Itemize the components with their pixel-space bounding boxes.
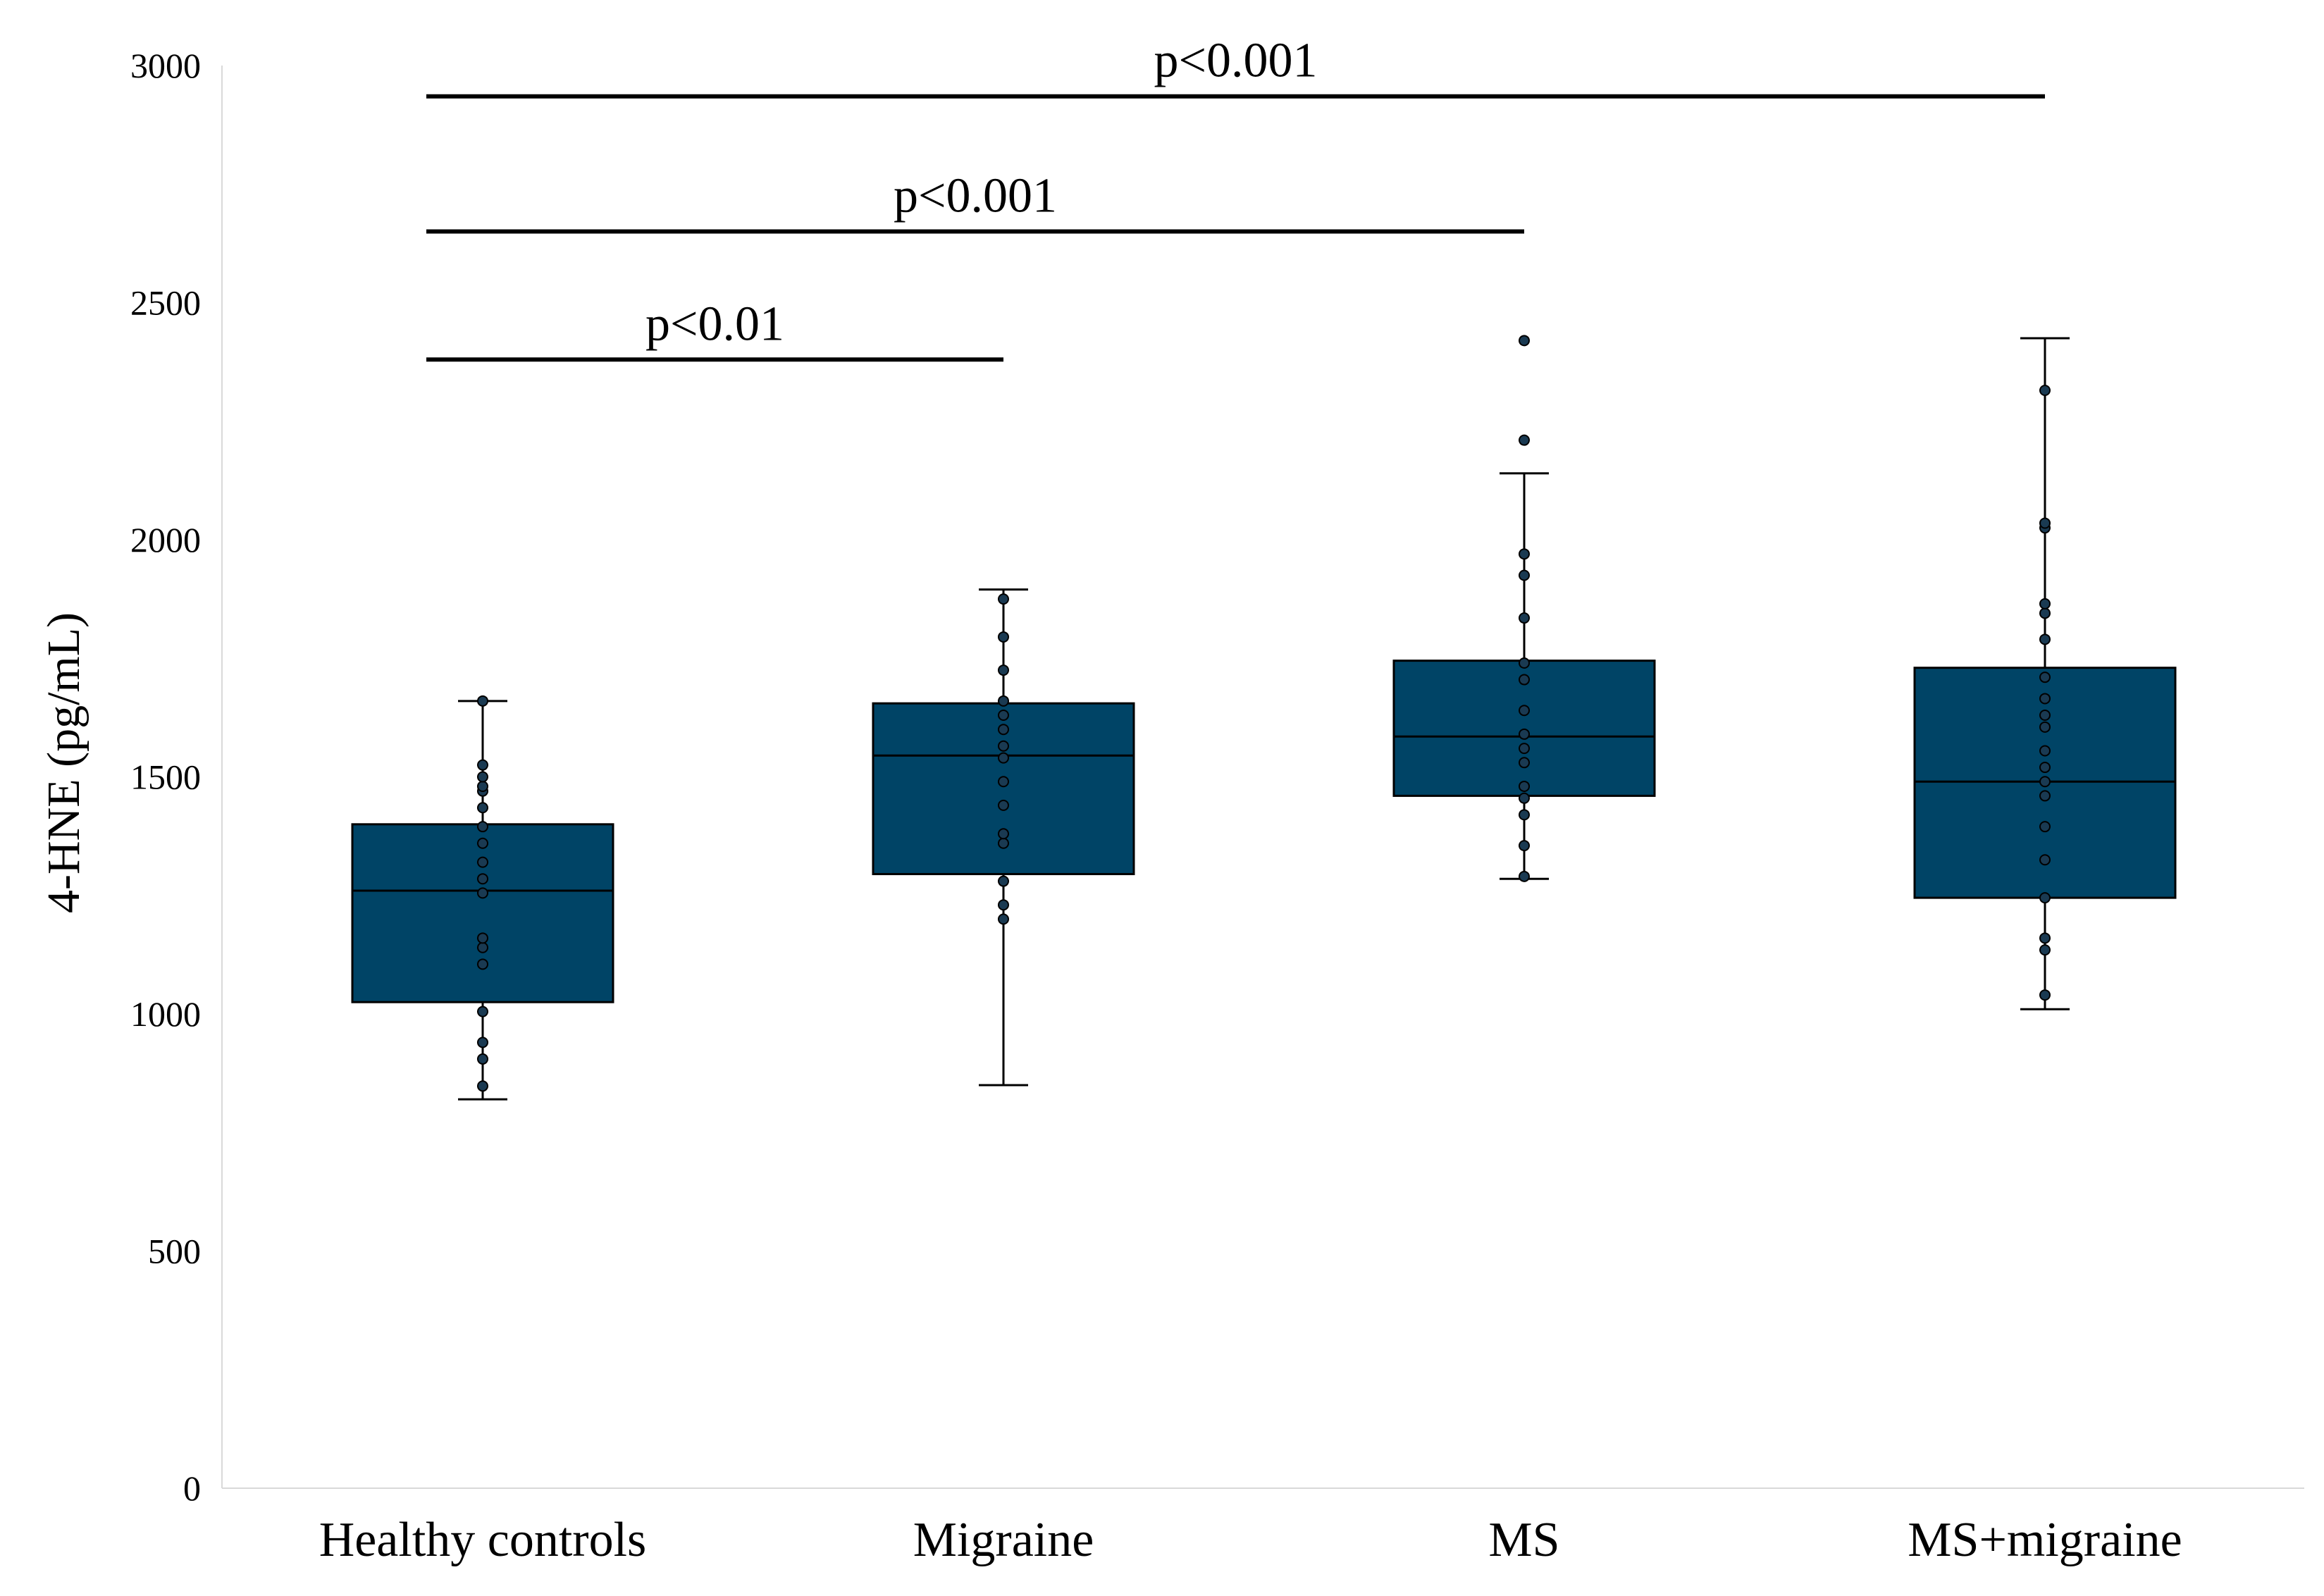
data-point <box>998 631 1009 643</box>
data-point <box>2039 932 2051 944</box>
data-point <box>998 710 1009 722</box>
data-point <box>1519 612 1530 624</box>
data-point <box>1519 780 1530 792</box>
data-point <box>477 1080 488 1092</box>
data-point <box>998 799 1009 811</box>
data-point <box>1519 728 1530 740</box>
data-point <box>2039 598 2051 610</box>
data-point <box>1519 809 1530 821</box>
data-point <box>2039 892 2051 904</box>
data-point <box>998 828 1009 840</box>
data-point <box>1519 757 1530 769</box>
y-tick-label: 0 <box>183 1468 201 1508</box>
data-point <box>477 759 488 771</box>
data-point <box>1519 743 1530 755</box>
significance-label: p<0.001 <box>894 169 1057 223</box>
data-point <box>2039 385 2051 397</box>
data-point <box>2039 633 2051 645</box>
data-point <box>2039 762 2051 774</box>
data-point <box>477 856 488 868</box>
data-point <box>2039 944 2051 956</box>
data-point <box>477 695 488 707</box>
data-point <box>477 1006 488 1017</box>
data-point <box>477 837 488 849</box>
y-tick-label: 3000 <box>130 46 201 85</box>
data-point <box>1519 705 1530 717</box>
x-category-label: Healthy controls <box>319 1513 647 1567</box>
y-tick-label: 2500 <box>130 283 201 323</box>
box-group <box>872 588 1135 1087</box>
data-point <box>477 1053 488 1065</box>
y-tick-label: 500 <box>148 1232 201 1271</box>
data-point <box>2039 672 2051 683</box>
data-point <box>1519 792 1530 804</box>
data-point <box>2039 607 2051 619</box>
data-point <box>1519 674 1530 686</box>
data-point <box>2039 776 2051 788</box>
box-group <box>1913 337 2177 1010</box>
data-point <box>998 776 1009 788</box>
box-group <box>1392 335 1656 882</box>
data-point <box>998 593 1009 605</box>
data-point <box>998 695 1009 707</box>
data-point <box>1519 569 1530 581</box>
data-point <box>998 724 1009 736</box>
data-point <box>1519 657 1530 669</box>
data-point <box>2039 721 2051 733</box>
data-point <box>998 740 1009 752</box>
data-point <box>2039 854 2051 866</box>
x-category-label: MS <box>1488 1513 1559 1567</box>
data-point <box>1519 335 1530 347</box>
data-point <box>477 887 488 899</box>
data-point <box>477 802 488 814</box>
data-point <box>2039 745 2051 757</box>
data-point <box>477 780 488 792</box>
significance-brackets: p<0.01 p<0.001 p<0.001 <box>426 34 2045 362</box>
data-point <box>998 913 1009 925</box>
box-iqr <box>351 823 614 1003</box>
data-point <box>2039 989 2051 1001</box>
data-point <box>998 837 1009 849</box>
data-point <box>2039 693 2051 705</box>
data-point <box>1519 840 1530 852</box>
data-point <box>998 875 1009 887</box>
box-group <box>351 695 614 1101</box>
axes: 0 500 1000 1500 2000 2500 3000 4-HNE (pg/mL) Hea… <box>38 46 2304 1567</box>
data-point <box>477 941 488 953</box>
significance-label: p<0.001 <box>1154 34 1318 88</box>
data-point <box>2039 710 2051 722</box>
data-point <box>998 752 1009 764</box>
data-point <box>1519 434 1530 446</box>
boxes <box>351 335 2177 1101</box>
y-tick-label: 1500 <box>130 757 201 797</box>
y-tick-label: 1000 <box>130 994 201 1034</box>
data-point <box>2039 821 2051 833</box>
x-category-label: Migraine <box>913 1513 1094 1567</box>
data-point <box>477 1037 488 1048</box>
significance-label: p<0.01 <box>645 297 784 351</box>
data-point <box>2039 790 2051 802</box>
data-point <box>1519 870 1530 882</box>
data-point <box>477 821 488 833</box>
data-point <box>477 958 488 970</box>
data-point <box>1519 548 1530 560</box>
data-point <box>477 771 488 783</box>
data-point <box>998 899 1009 911</box>
data-point <box>477 873 488 885</box>
x-category-label: MS+migraine <box>1908 1513 2182 1567</box>
y-tick-label: 2000 <box>130 520 201 559</box>
data-point <box>2039 517 2051 529</box>
data-point <box>998 664 1009 676</box>
y-axis-title: 4-HNE (pg/mL) <box>38 612 89 913</box>
data-point <box>477 932 488 944</box>
